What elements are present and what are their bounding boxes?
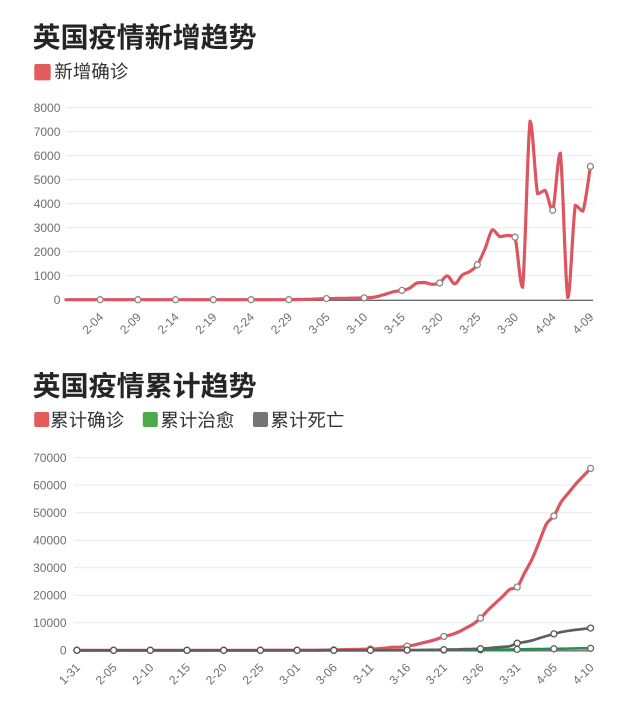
svg-text:50000: 50000 xyxy=(33,506,67,520)
svg-text:60000: 60000 xyxy=(33,478,67,492)
svg-text:20000: 20000 xyxy=(33,589,67,603)
svg-text:30000: 30000 xyxy=(33,561,67,575)
svg-text:1000: 1000 xyxy=(34,269,61,283)
svg-text:10000: 10000 xyxy=(33,616,67,630)
svg-text:2000: 2000 xyxy=(34,245,61,259)
svg-text:8000: 8000 xyxy=(34,101,61,115)
svg-text:40000: 40000 xyxy=(33,534,67,548)
svg-text:7000: 7000 xyxy=(34,125,61,139)
svg-text:70000: 70000 xyxy=(33,451,67,465)
svg-text:3000: 3000 xyxy=(34,221,61,235)
svg-text:6000: 6000 xyxy=(34,149,61,163)
svg-text:5000: 5000 xyxy=(34,173,61,187)
svg-text:0: 0 xyxy=(60,644,67,658)
svg-text:4000: 4000 xyxy=(34,197,61,211)
svg-text:0: 0 xyxy=(54,293,61,307)
